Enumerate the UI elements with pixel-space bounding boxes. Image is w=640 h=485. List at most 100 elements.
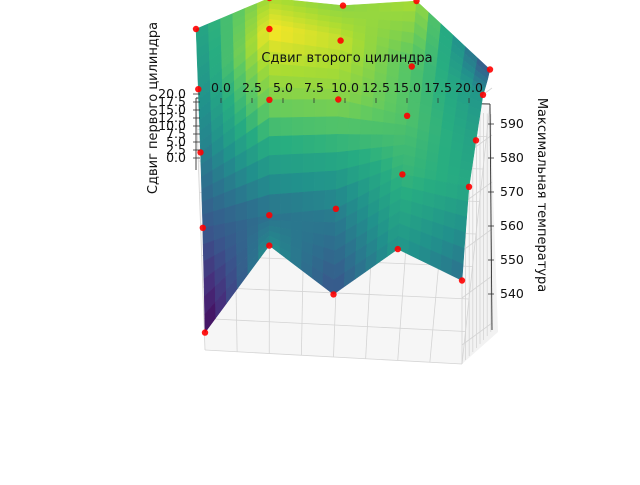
surface-cell — [281, 154, 292, 174]
data-point — [200, 225, 206, 231]
data-point — [399, 171, 405, 177]
surface-cell — [314, 153, 326, 172]
data-point — [266, 242, 272, 248]
surface-cell — [269, 174, 280, 195]
surface-cell — [293, 33, 305, 45]
surface-cell — [379, 12, 392, 21]
surface-cell — [305, 35, 317, 47]
surface-cell — [302, 211, 313, 222]
data-point — [266, 26, 272, 32]
surface-cell — [293, 77, 305, 89]
surface-cell — [314, 172, 325, 192]
surface-cell — [303, 191, 314, 212]
surface-cell — [303, 135, 315, 154]
surface-cell — [367, 12, 380, 20]
surface-cell — [382, 135, 394, 148]
surface-cell — [247, 198, 258, 219]
surface-cell — [360, 120, 372, 135]
surface-cell — [292, 100, 304, 118]
surface-cell — [280, 193, 291, 214]
surface-cell — [291, 212, 302, 222]
data-point — [266, 212, 272, 218]
surface-cell — [326, 117, 338, 135]
surface-cell — [281, 118, 293, 137]
y-axis-label: Сдвиг первого цилиндра — [146, 22, 161, 194]
surface-cell — [326, 134, 338, 153]
x-tick-label: 20.0 — [455, 80, 483, 95]
data-point — [466, 184, 472, 190]
surface-cell — [372, 121, 384, 135]
surface-cell — [338, 117, 350, 135]
data-point — [202, 329, 208, 335]
surface-cell — [372, 108, 384, 123]
surface-cell — [269, 118, 280, 137]
surface-cell — [269, 136, 280, 155]
surface-cell — [292, 173, 303, 193]
x-tick-label: 12.5 — [362, 80, 390, 95]
surface-cell — [391, 12, 404, 22]
data-point — [266, 97, 272, 103]
surface-cell — [315, 100, 327, 118]
surface-cell — [361, 105, 373, 121]
data-point — [459, 277, 465, 283]
surface-cell — [313, 210, 324, 222]
x-tick-label: 15.0 — [393, 80, 421, 95]
data-point — [337, 37, 343, 43]
surface-cell — [384, 110, 396, 124]
data-point — [340, 2, 346, 8]
surface-cell — [302, 222, 313, 233]
data-point — [404, 113, 410, 119]
surface-cell — [349, 102, 361, 119]
surface-cell — [325, 152, 337, 171]
surface-cell — [225, 205, 236, 224]
surface-cell — [292, 88, 304, 100]
z-tick-label: 550 — [500, 252, 524, 267]
surface-cell — [236, 202, 247, 222]
surface-cell — [269, 155, 280, 175]
surface-cell — [304, 100, 316, 118]
data-point — [330, 291, 336, 297]
surface-cell — [360, 135, 372, 150]
x-tick-label: 10.0 — [331, 80, 359, 95]
surface-cell — [280, 213, 291, 221]
surface-cell — [337, 151, 349, 171]
data-point — [487, 66, 493, 72]
surface-cell — [303, 117, 315, 135]
surface-cell — [324, 222, 335, 236]
surface-cell — [354, 12, 367, 20]
surface-cell — [391, 2, 404, 12]
surface-cell — [269, 194, 280, 215]
data-point — [333, 206, 339, 212]
y-axis-ticks: 0.02.55.07.510.012.515.017.520.0 — [158, 86, 200, 165]
surface-cell — [327, 69, 339, 80]
surface-cell — [315, 135, 327, 154]
surface-cell — [214, 208, 225, 226]
surface-cell — [371, 135, 383, 149]
surface-cell — [316, 68, 328, 79]
surface-cell — [402, 21, 415, 33]
surface-cell — [292, 154, 303, 174]
data-point — [195, 86, 201, 92]
x-tick-label: 2.5 — [242, 80, 262, 95]
data-point — [473, 137, 479, 143]
z-tick-label: 580 — [500, 150, 524, 165]
z-axis-label: Максимальная температура — [534, 98, 549, 292]
surface-cell — [355, 4, 368, 12]
surface-cell — [325, 171, 337, 191]
surface-cell — [292, 135, 304, 154]
surface-cell — [281, 136, 293, 155]
surface-cell — [281, 100, 293, 118]
surface-cell — [293, 66, 305, 78]
surface-cell — [292, 192, 303, 213]
surface-cell — [337, 134, 349, 152]
surface-cell — [281, 65, 293, 77]
surface-cell — [379, 3, 392, 12]
surface-cell — [303, 153, 315, 173]
surface-cell — [317, 37, 329, 49]
data-point — [395, 246, 401, 252]
z-tick-label: 590 — [500, 116, 524, 131]
data-point — [193, 26, 199, 32]
surface-cell — [446, 183, 458, 200]
surface-cell — [303, 172, 314, 192]
